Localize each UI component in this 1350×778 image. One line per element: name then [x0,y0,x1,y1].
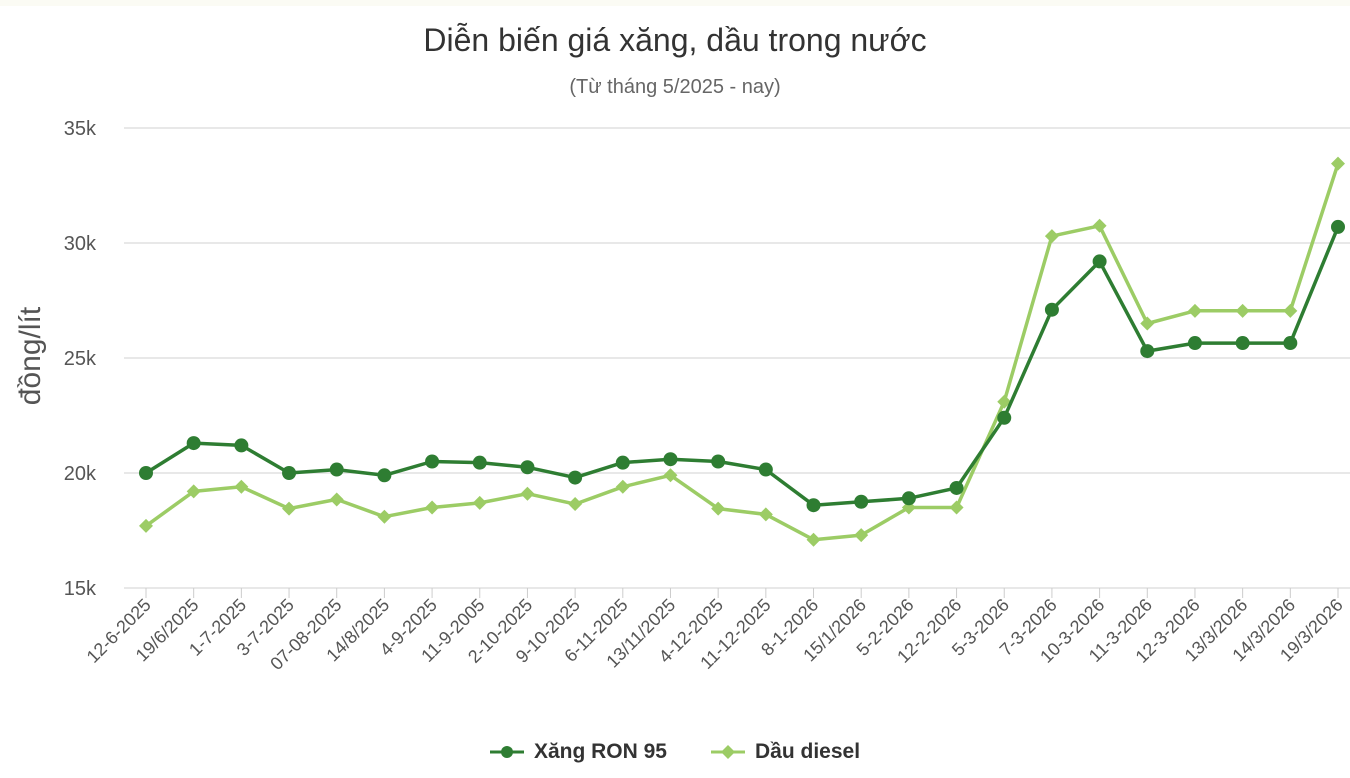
data-point[interactable] [1044,229,1059,244]
data-point[interactable] [854,494,869,509]
data-point[interactable] [520,460,535,475]
legend-label-ron95: Xăng RON 95 [533,740,667,763]
data-point[interactable] [234,438,249,453]
data-point[interactable] [806,498,821,513]
data-point[interactable] [1283,336,1298,351]
grid-lines [124,127,1350,589]
data-point[interactable] [1140,316,1155,331]
y-tick-label: 15k [64,578,97,600]
data-point[interactable] [615,455,630,470]
series-line [144,163,1340,542]
data-point[interactable] [186,484,201,499]
data-point[interactable] [282,466,297,480]
y-tick-label: 25k [64,348,97,370]
series-layer [139,156,1345,547]
data-point[interactable] [854,528,869,543]
data-point[interactable] [901,491,916,506]
data-point[interactable] [234,479,249,494]
legend: Xăng RON 95 Dầu diesel [0,740,1350,764]
y-axis: 15k 20k 25k 30k 35k [64,118,97,600]
chart-title: Diễn biến giá xăng, dầu trong nước [423,22,927,58]
data-point[interactable] [806,532,821,547]
data-point[interactable] [1140,344,1155,359]
data-point[interactable] [472,455,487,470]
y-tick-label: 35k [64,118,97,140]
data-point[interactable] [758,507,773,522]
series-ron95 [139,219,1345,513]
y-tick-label: 30k [64,233,97,255]
data-point[interactable] [282,501,297,516]
legend-marker-diamond-icon [711,745,745,759]
y-tick-label: 20k [64,463,97,485]
data-point[interactable] [1331,156,1345,171]
data-point[interactable] [329,492,344,507]
legend-marker-circle-icon [489,746,524,758]
data-point[interactable] [377,468,392,483]
data-point[interactable] [568,470,583,485]
data-point[interactable] [711,454,726,469]
series-diesel [139,156,1345,547]
data-point[interactable] [711,501,726,516]
data-point[interactable] [615,479,630,494]
chart-subtitle: (Từ tháng 5/2025 - nay) [569,76,781,98]
y-axis-label: đồng/lít [14,306,47,405]
data-point[interactable] [1044,302,1059,317]
top-strip [0,0,1350,6]
data-point[interactable] [1283,303,1298,318]
data-point[interactable] [663,452,678,467]
data-point[interactable] [139,466,153,480]
data-point[interactable] [949,480,964,495]
data-point[interactable] [1092,218,1107,233]
legend-item-ron95[interactable]: Xăng RON 95 [489,740,667,764]
data-point[interactable] [568,497,583,512]
data-point[interactable] [377,509,392,524]
data-point[interactable] [186,436,201,451]
data-point[interactable] [997,394,1012,409]
data-point[interactable] [1187,336,1202,351]
data-point[interactable] [520,486,535,501]
data-point[interactable] [425,500,440,515]
data-point[interactable] [1235,336,1250,351]
data-point[interactable] [329,462,344,477]
data-point[interactable] [949,500,964,515]
data-point[interactable] [1235,303,1250,318]
legend-item-diesel[interactable]: Dầu diesel [711,740,860,764]
data-point[interactable] [1092,254,1107,269]
data-point[interactable] [425,454,440,469]
legend-label-diesel: Dầu diesel [755,740,861,763]
data-point[interactable] [758,462,773,477]
data-point[interactable] [997,410,1012,425]
series-line [145,226,1340,507]
data-point[interactable] [663,468,678,483]
data-point[interactable] [1187,303,1202,318]
x-axis: 12-6-202519/6/20251-7-20253-7-202507-08-… [83,588,1347,674]
data-point[interactable] [139,518,153,533]
data-point[interactable] [472,495,487,510]
data-point[interactable] [1331,219,1345,234]
